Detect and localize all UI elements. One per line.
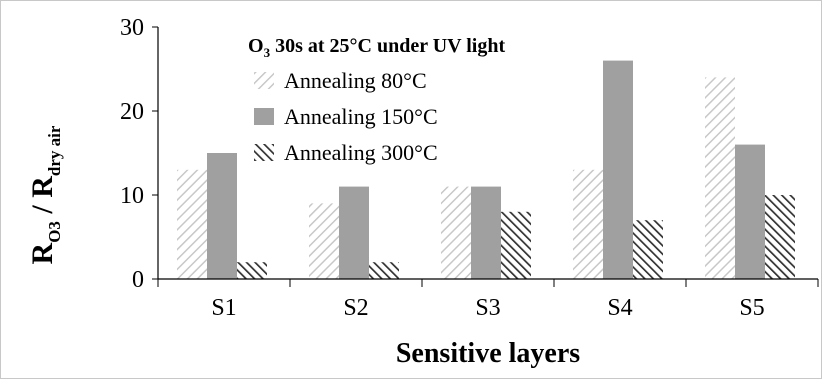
y-axis-r1: R [26, 242, 59, 264]
bar-s4-series-3 [633, 220, 663, 279]
legend-label-3: Annealing 300°C [284, 140, 438, 165]
legend-label-1: Annealing 80°C [284, 68, 427, 93]
bar-s1-series-3 [237, 262, 267, 279]
y-axis-slash: / R [26, 176, 59, 221]
legend-label-2: Annealing 150°C [284, 104, 438, 129]
y-axis-title: RO3 / Rdry air [26, 125, 64, 264]
bar-s2-series-3 [369, 262, 399, 279]
bar-s4-series-2 [603, 60, 633, 279]
chart-title-rest: 30s at 25°C under UV light [270, 35, 505, 57]
x-tick-label-s4: S4 [607, 295, 632, 321]
bar-s2-series-2 [339, 186, 369, 279]
chart-title: O3 30s at 25°C under UV light [248, 35, 505, 60]
x-tick-label-s5: S5 [739, 295, 764, 321]
x-axis: S1 S2 S3 S4 S5 [157, 278, 819, 321]
bar-s1-series-1 [177, 169, 207, 279]
y-tick-label: 30 [120, 15, 144, 41]
x-axis-title: Sensitive layers [396, 338, 580, 369]
bar-s3-series-1 [441, 186, 471, 279]
legend-swatch-1 [254, 72, 274, 89]
x-tick-label-s3: S3 [475, 295, 500, 321]
bar-s4-series-1 [573, 169, 603, 279]
legend-swatch-3 [254, 144, 274, 161]
bar-s3-series-2 [471, 186, 501, 279]
bars [177, 60, 795, 280]
y-axis-sub1: O3 [45, 221, 64, 243]
y-tick-label: 10 [120, 183, 144, 209]
y-axis-sub2: dry air [45, 125, 64, 176]
y-tick-label: 0 [132, 267, 144, 293]
bar-s2-series-1 [309, 203, 339, 279]
y-axis-ticks: 0 10 20 30 [120, 15, 159, 293]
legend-swatch-2 [254, 108, 274, 125]
legend: Annealing 80°C Annealing 150°C Annealing 3… [254, 68, 438, 165]
svg-text:RO3 / Rdry air: RO3 / Rdry air [26, 125, 64, 264]
x-tick-label-s2: S2 [343, 295, 368, 321]
y-tick-label: 20 [120, 99, 144, 125]
x-tick-label-s1: S1 [211, 295, 236, 321]
bar-s5-series-2 [735, 144, 765, 279]
bar-s5-series-3 [765, 195, 795, 279]
chart-title-sub: 3 [264, 45, 271, 60]
bar-s3-series-3 [501, 211, 531, 279]
bar-s1-series-2 [207, 153, 237, 279]
bar-s5-series-1 [705, 77, 735, 280]
chart-title-prefix: O [248, 35, 264, 57]
